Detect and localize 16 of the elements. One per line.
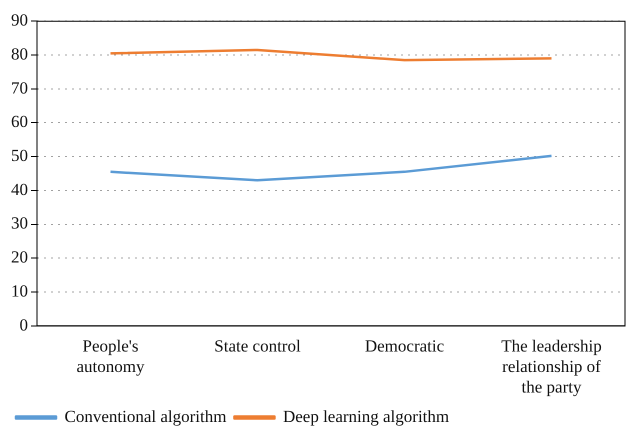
y-tick-label: 30 bbox=[11, 214, 28, 233]
y-tick-label: 60 bbox=[11, 112, 28, 132]
y-tick-label: 50 bbox=[11, 146, 28, 166]
legend-label: Conventional algorithm bbox=[64, 406, 226, 426]
x-tick-label: People's autonomy bbox=[76, 336, 145, 376]
y-tick-label: 20 bbox=[11, 248, 28, 267]
y-tick-label: 90 bbox=[11, 10, 28, 30]
x-tick-label: Democratic bbox=[364, 336, 445, 356]
y-tick-label: 80 bbox=[11, 44, 28, 64]
y-tick-label: 40 bbox=[11, 180, 28, 199]
y-tick-label: 70 bbox=[11, 78, 28, 98]
x-tick-label: State control bbox=[214, 336, 301, 356]
y-tick-label: 10 bbox=[11, 281, 28, 300]
legend-label: Deep learning algorithm bbox=[282, 406, 450, 426]
y-tick-label: 0 bbox=[20, 315, 28, 334]
x-tick-label: The leadership relationship of the party bbox=[501, 336, 602, 396]
